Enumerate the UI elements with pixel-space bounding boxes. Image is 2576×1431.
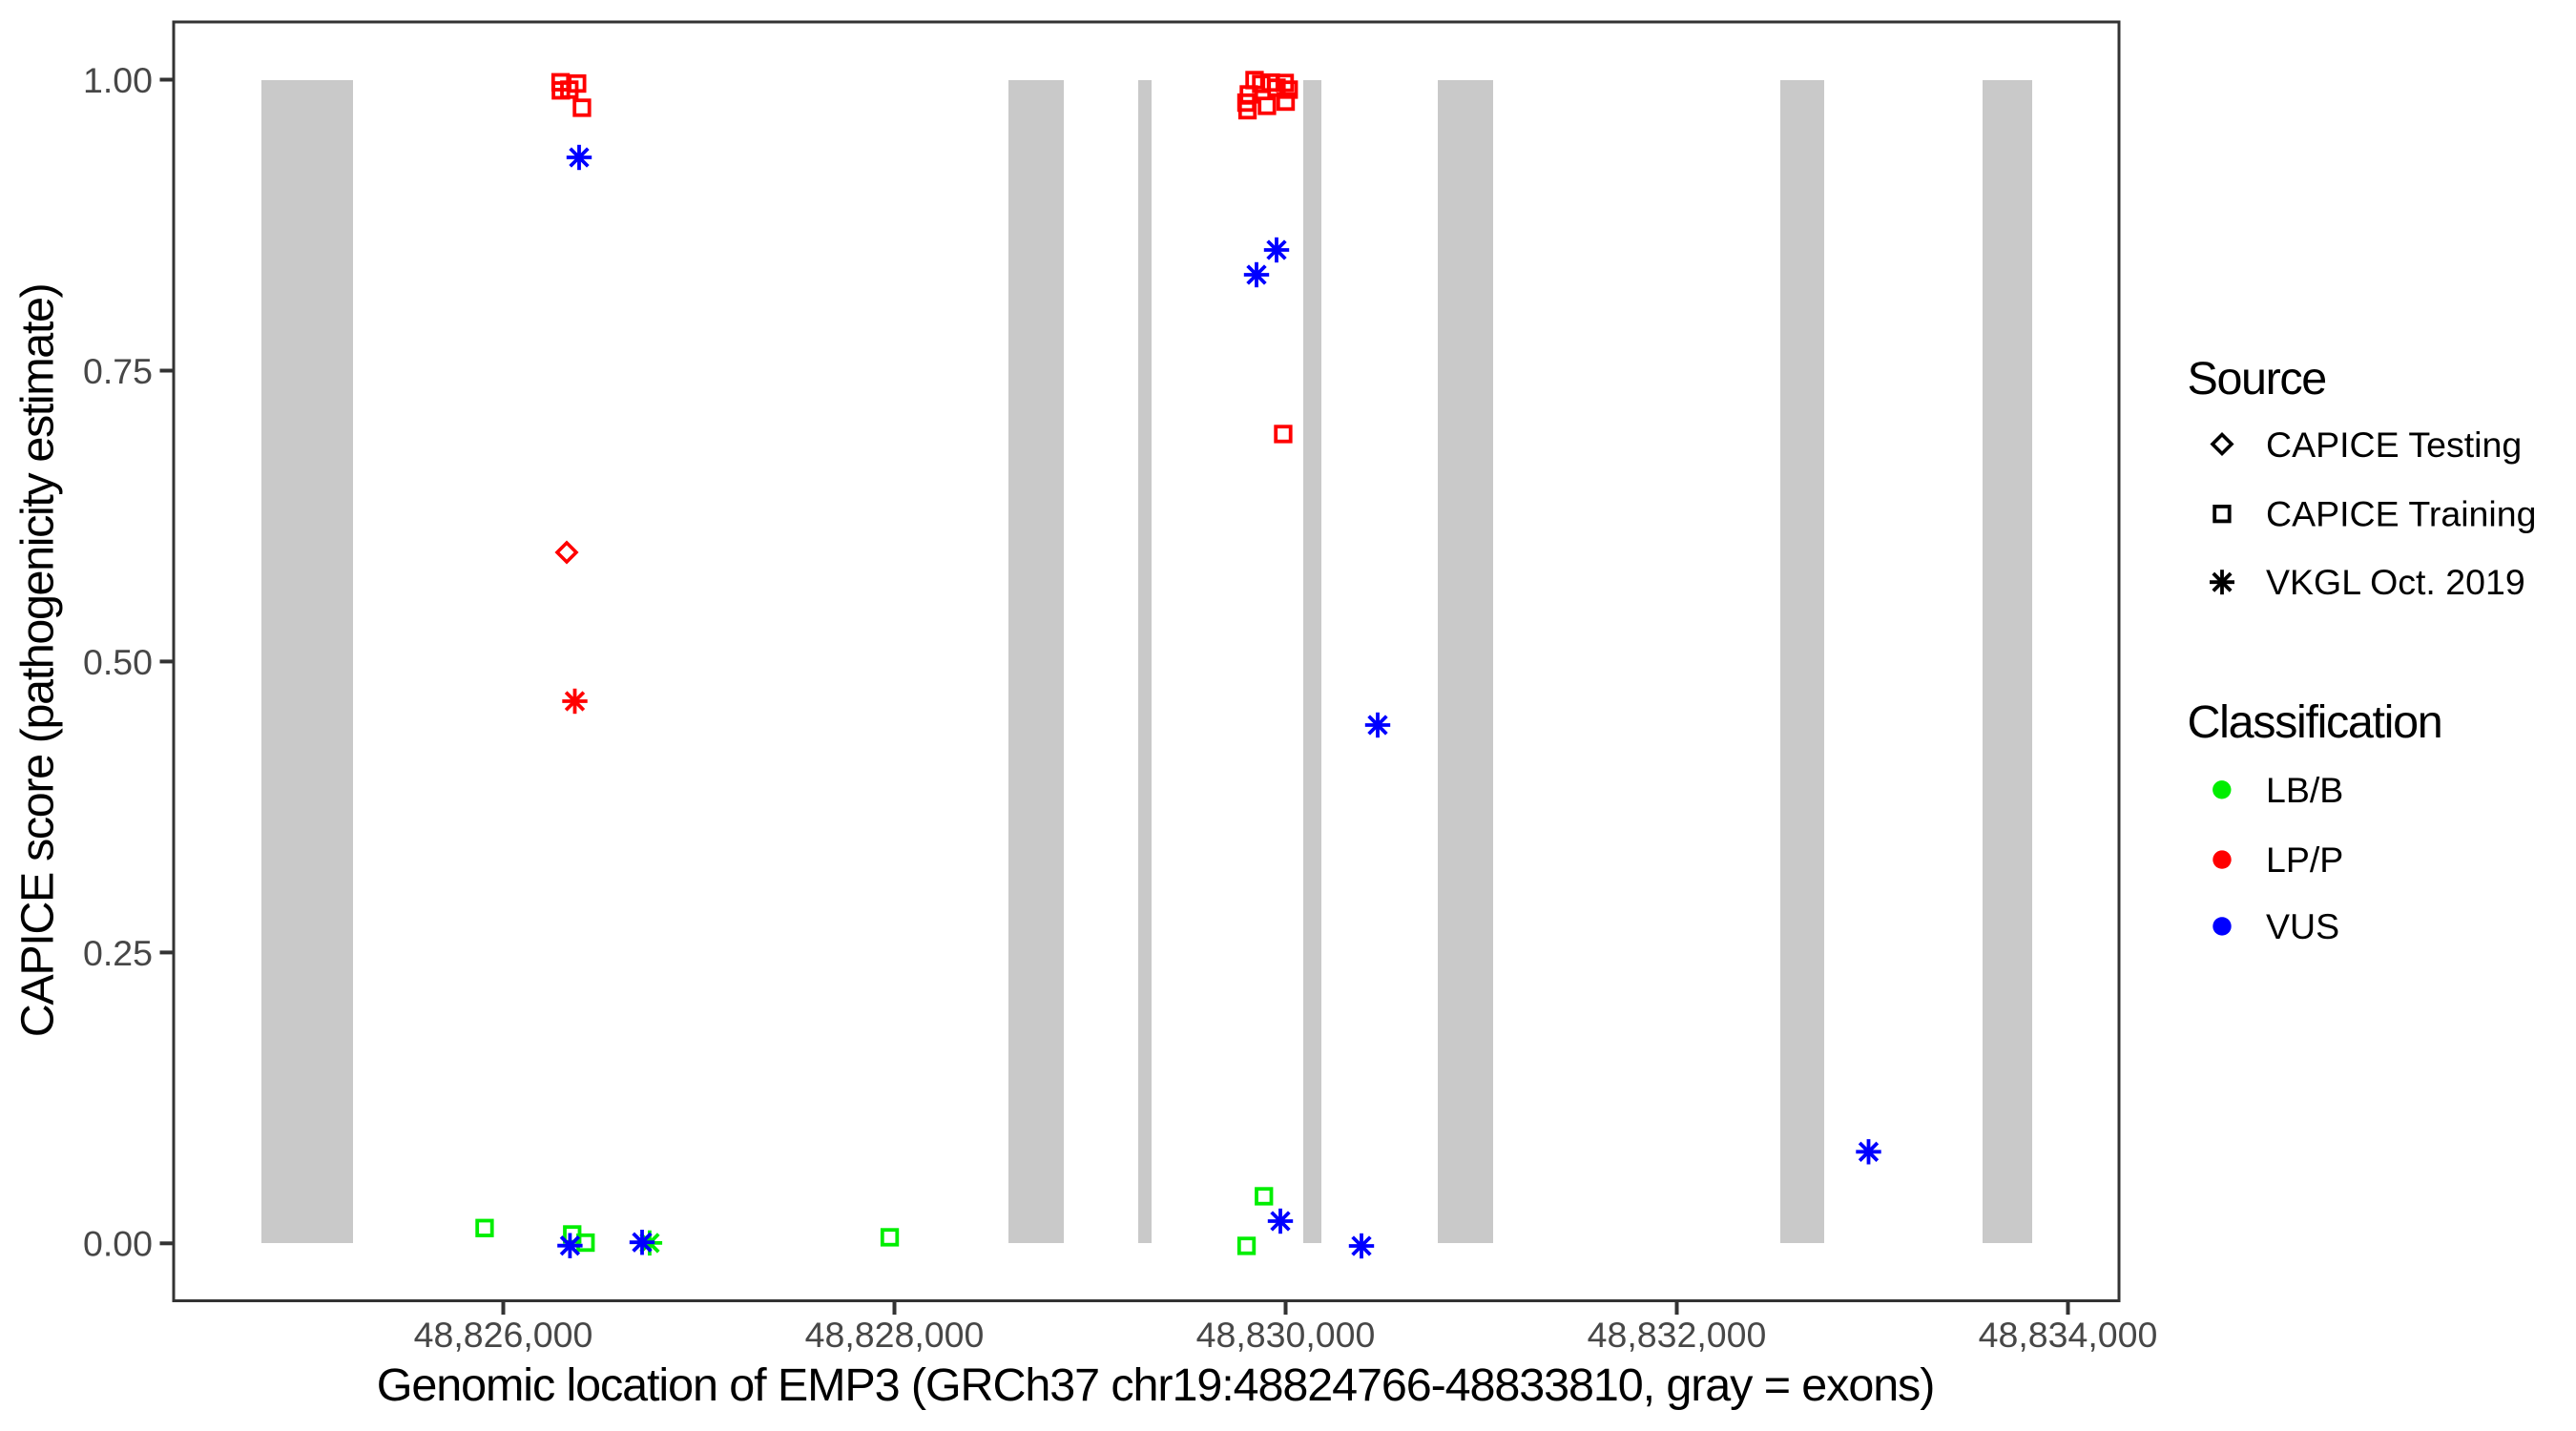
svg-text:48,834,000: 48,834,000 bbox=[1979, 1315, 2158, 1355]
svg-text:Classification: Classification bbox=[2188, 696, 2442, 748]
svg-text:1.00: 1.00 bbox=[83, 60, 153, 100]
svg-text:Genomic location of EMP3 (GRCh: Genomic location of EMP3 (GRCh37 chr19:4… bbox=[377, 1359, 1935, 1411]
svg-text:LP/P: LP/P bbox=[2266, 840, 2343, 880]
svg-text:CAPICE Testing: CAPICE Testing bbox=[2266, 425, 2522, 465]
svg-text:CAPICE Training: CAPICE Training bbox=[2266, 494, 2536, 534]
svg-text:Source: Source bbox=[2188, 353, 2326, 404]
svg-text:48,832,000: 48,832,000 bbox=[1588, 1315, 1767, 1355]
svg-text:48,830,000: 48,830,000 bbox=[1196, 1315, 1376, 1355]
svg-text:CAPICE score (pathogenicity es: CAPICE score (pathogenicity estimate) bbox=[12, 284, 64, 1038]
svg-text:0.50: 0.50 bbox=[83, 642, 153, 682]
svg-text:VKGL Oct. 2019: VKGL Oct. 2019 bbox=[2266, 562, 2525, 602]
svg-text:0.25: 0.25 bbox=[83, 933, 153, 973]
svg-text:0.75: 0.75 bbox=[83, 351, 153, 391]
svg-text:48,828,000: 48,828,000 bbox=[805, 1315, 985, 1355]
svg-text:LB/B: LB/B bbox=[2266, 770, 2343, 810]
svg-text:VUS: VUS bbox=[2266, 906, 2339, 946]
svg-text:0.00: 0.00 bbox=[83, 1224, 153, 1264]
svg-text:48,826,000: 48,826,000 bbox=[414, 1315, 593, 1355]
